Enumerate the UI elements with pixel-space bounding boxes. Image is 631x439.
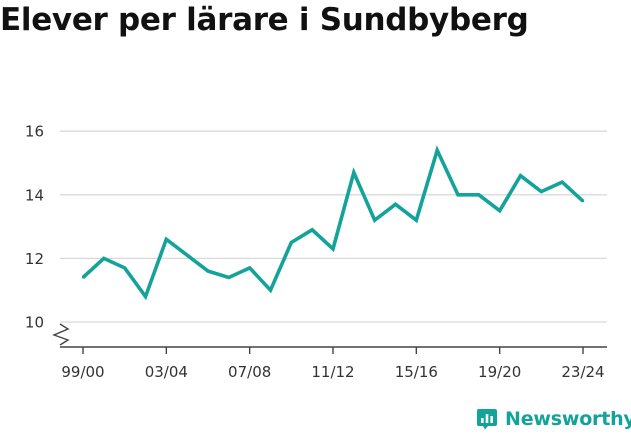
newsworthy-logo: Newsworthy [476,408,631,430]
chart-title: Elever per lärare i Sundbyberg [0,2,529,38]
newsworthy-logo-icon [477,409,497,430]
data-point [310,228,314,231]
data-point [540,190,543,193]
x-tick-label: 07/08 [228,363,271,381]
data-point [185,254,189,257]
data-point [581,199,585,203]
data-point [144,295,147,298]
x-tick-label: 11/12 [311,363,354,381]
x-tick-label: 19/20 [478,363,521,381]
x-axis: 99/00 03/04 07/08 11/12 15/16 19/20 23/24 [60,346,607,381]
data-point [269,289,272,292]
axis-break-icon [52,323,70,346]
data-point [81,276,85,279]
data-point [456,193,460,196]
data-point [165,238,168,241]
series-line [81,145,585,301]
gridlines [60,130,607,323]
data-point [560,180,564,184]
x-tick-label: 23/24 [561,363,604,381]
data-point [206,269,210,273]
data-point [331,247,335,251]
series-group [81,145,585,301]
y-tick-label: 12 [25,250,44,268]
data-point [102,257,106,260]
data-point [290,241,293,244]
data-point [394,203,397,206]
data-point [435,149,439,152]
data-point [373,219,376,222]
data-point [123,266,126,270]
data-point [248,266,251,270]
data-point [227,276,231,279]
data-point [352,171,356,174]
x-tick-label: 99/00 [61,363,104,381]
brand-name: Newsworthy [505,408,631,430]
data-point [415,219,418,222]
data-point [477,193,481,196]
data-point [498,209,501,212]
x-tick-label: 15/16 [395,363,438,381]
y-tick-label: 14 [25,186,44,204]
data-point [519,174,522,177]
y-tick-label: 16 [25,123,44,141]
x-tick-label: 03/04 [145,363,188,381]
y-axis-ticks: 10 12 14 16 [25,123,70,346]
y-tick-label: 10 [25,314,44,332]
